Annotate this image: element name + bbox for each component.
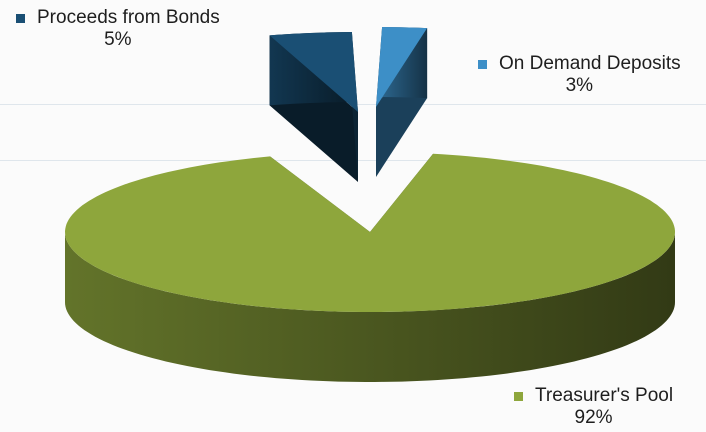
- pie-slice: [269, 32, 358, 183]
- legend-swatch: [16, 13, 25, 23]
- slice-name: Treasurer's Pool: [535, 385, 674, 406]
- slice-name: On Demand Deposits: [499, 53, 681, 74]
- slice-label-treasurers-pool: Treasurer's Pool 92%: [514, 385, 673, 429]
- pie-slice: [376, 27, 428, 177]
- slice-percent: 5%: [104, 29, 132, 50]
- slice-percent: 3%: [565, 75, 594, 96]
- pie-slice: [65, 153, 675, 382]
- slice-name: Proceeds from Bonds: [37, 7, 220, 28]
- pie-slices: [65, 27, 675, 382]
- legend-swatch: [514, 391, 523, 401]
- slice-percent: 92%: [574, 407, 613, 428]
- slice-label-proceeds-from-bonds: Proceeds from Bonds 5%: [16, 7, 220, 51]
- legend-swatch: [478, 59, 487, 69]
- slice-label-on-demand-deposits: On Demand Deposits 3%: [478, 53, 681, 97]
